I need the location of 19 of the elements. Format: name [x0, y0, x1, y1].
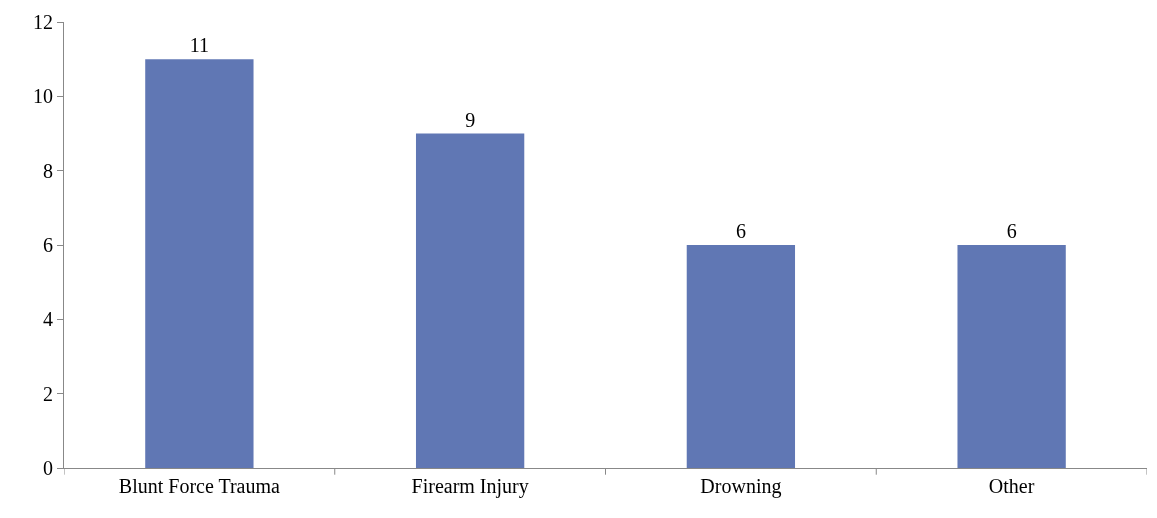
y-tick-label: 6	[43, 234, 53, 256]
x-tick-label: Drowning	[700, 475, 782, 498]
x-tick-label: Firearm Injury	[411, 475, 529, 498]
y-tick-label: 0	[43, 457, 53, 479]
bar	[686, 245, 796, 468]
bar	[415, 133, 525, 468]
data-label: 6	[735, 220, 746, 242]
y-tick-label: 4	[43, 308, 53, 331]
y-tick-label: 10	[33, 85, 53, 108]
bar	[145, 59, 254, 468]
x-tick-label: Other	[988, 475, 1035, 497]
x-tick-label: Blunt Force Trauma	[118, 475, 281, 497]
y-tick-label: 8	[43, 159, 53, 182]
data-label: 11	[189, 34, 210, 57]
y-tick-label: 2	[43, 382, 53, 405]
data-label: 6	[1006, 220, 1017, 242]
data-label: 9	[465, 108, 476, 131]
y-tick-label: 12	[33, 11, 53, 33]
bar	[957, 245, 1066, 468]
